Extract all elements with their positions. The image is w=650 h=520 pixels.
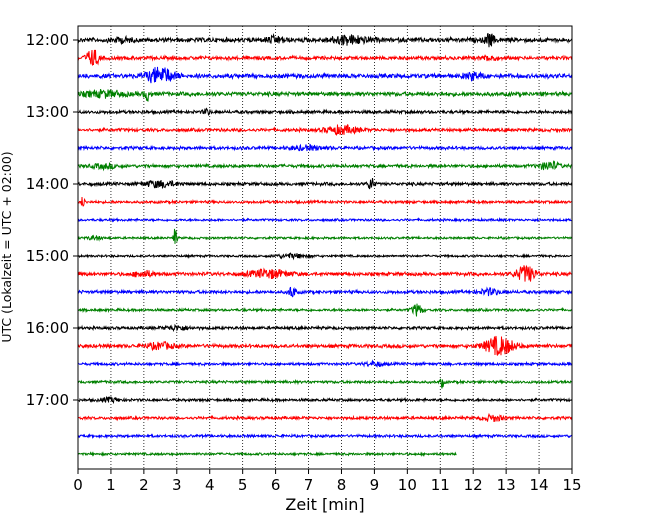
x-tick-label: 6 — [271, 476, 281, 494]
x-tick-label: 8 — [337, 476, 347, 494]
seismic-trace-1330 — [77, 143, 573, 152]
x-axis-label: Zeit [min] — [285, 495, 364, 514]
seismic-trace-1230 — [77, 66, 573, 84]
seismic-traces — [77, 33, 573, 458]
x-tick-label: 4 — [205, 476, 215, 494]
seismic-trace-1730 — [77, 432, 573, 440]
seismic-trace-1645 — [77, 378, 573, 389]
y-tick-label: 16:00 — [26, 319, 69, 337]
x-tick-label: 14 — [530, 476, 549, 494]
grid — [110, 26, 540, 469]
x-tick-label: 11 — [431, 476, 450, 494]
y-tick-label: 14:00 — [26, 175, 69, 193]
seismic-trace-1700 — [77, 395, 573, 405]
x-tick-label: 3 — [172, 476, 182, 494]
seismic-trace-1345 — [77, 159, 573, 172]
seismic-trace-1745 — [77, 451, 457, 458]
x-tick-label: 9 — [370, 476, 380, 494]
plot-background — [78, 26, 572, 469]
seismic-trace-1545 — [77, 303, 573, 317]
seismic-trace-1530 — [77, 286, 573, 298]
y-tick-label: 15:00 — [26, 247, 69, 265]
seismic-trace-1600 — [77, 323, 573, 333]
x-tick-label: 10 — [398, 476, 417, 494]
seismic-trace-1715 — [77, 412, 573, 423]
x-tick-label: 12 — [464, 476, 483, 494]
seismic-trace-1415 — [77, 196, 573, 207]
seismic-trace-1500 — [77, 252, 573, 261]
seismic-trace-1615 — [77, 335, 573, 356]
y-axis-ticks: 12:00 13:00 14:00 15:00 16:00 17:00 — [26, 31, 78, 409]
x-tick-label: 5 — [238, 476, 248, 494]
seismic-trace-1215 — [77, 49, 573, 67]
x-tick-label: 2 — [139, 476, 149, 494]
x-tick-label: 7 — [304, 476, 314, 494]
x-tick-label: 13 — [497, 476, 516, 494]
y-tick-label: 12:00 — [26, 31, 69, 49]
plot-frame — [77, 25, 573, 470]
x-tick-label: 1 — [106, 476, 116, 494]
seismic-trace-1300 — [77, 107, 573, 116]
x-axis-ticks: 0 1 2 3 4 5 6 7 8 9 10 11 12 13 14 15 — [73, 469, 582, 494]
y-tick-label: 13:00 — [26, 103, 69, 121]
seismic-trace-1315 — [77, 124, 573, 137]
seismic-trace-1630 — [77, 359, 572, 368]
seismic-trace-1400 — [77, 178, 573, 190]
seismic-trace-1245 — [77, 88, 573, 102]
seismic-trace-1200 — [77, 33, 573, 48]
seismic-trace-1445 — [77, 228, 573, 244]
x-tick-label: 0 — [73, 476, 83, 494]
x-tick-label: 15 — [562, 476, 581, 494]
seismic-trace-1430 — [77, 216, 573, 223]
y-axis-label: UTC (Lokalzeit = UTC + 02:00) — [0, 151, 14, 342]
y-tick-label: 17:00 — [26, 391, 69, 409]
seismic-trace-1515 — [77, 264, 573, 282]
